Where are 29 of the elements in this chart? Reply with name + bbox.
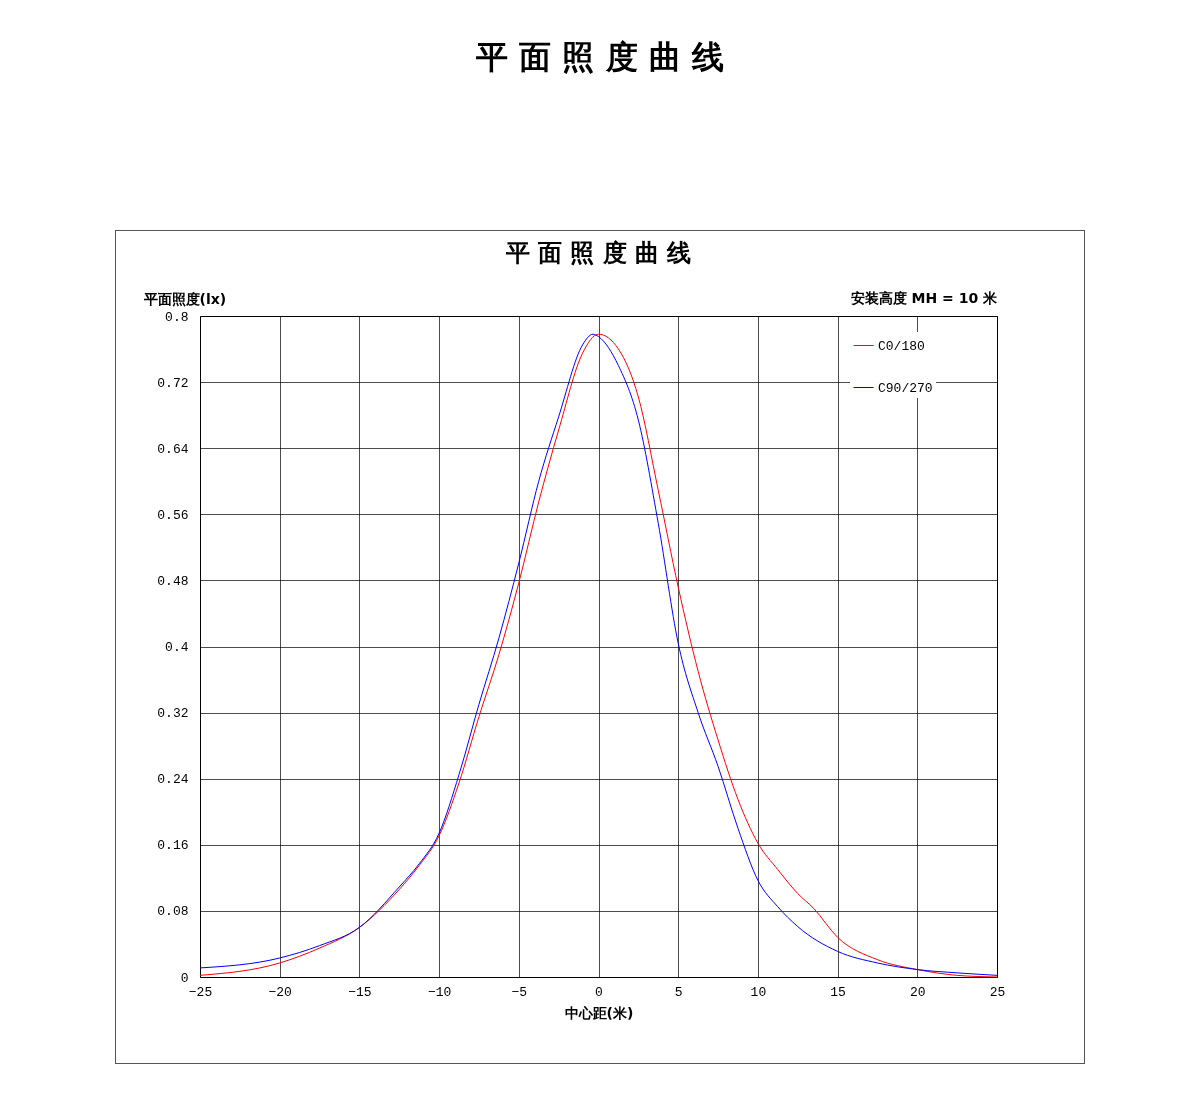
y-tick-label: 0.24 [157,772,189,788]
legend-label: C90/270 [878,380,933,396]
x-tick-label: 20 [910,984,926,1000]
y-tick-label: 0.56 [157,507,189,523]
x-tick-label: 5 [674,984,683,1000]
x-tick-label: 10 [750,984,767,1000]
y-tick-label: 0 [180,970,189,986]
x-tick-label: −20 [268,984,292,1000]
y-tick-label: 0.8 [165,309,189,325]
chart-title: 平 面 照 度 曲 线 [475,37,725,78]
x-tick-label: −10 [427,984,452,1000]
y-tick-label: 0.48 [157,573,189,589]
y-tick-label: 0.72 [157,375,189,391]
x-tick-label: −15 [348,984,372,1000]
chart-subtitle: 平 面 照 度 曲 线 [504,238,692,267]
y-tick-label: 0.64 [157,441,189,457]
y-axis-title: 平面照度(lx) [142,290,227,307]
y-tick-label: 0.4 [165,640,189,655]
x-tick-label: 25 [989,984,1006,1000]
x-axis-title: 中心距(米) [564,1004,634,1021]
x-tick-label: 15 [830,984,846,1000]
legend-label: C0/180 [878,338,925,354]
text: 安装高度 MH = 10 米 [850,290,998,306]
x-tick-label: −5 [511,984,528,1000]
y-tick-label: 0.16 [157,838,189,854]
y-tick-label: 0.32 [157,706,189,722]
y-tick-label: 0.08 [157,904,189,920]
x-tick-label: 0 [595,984,603,1000]
x-tick-label: −25 [188,984,213,1000]
